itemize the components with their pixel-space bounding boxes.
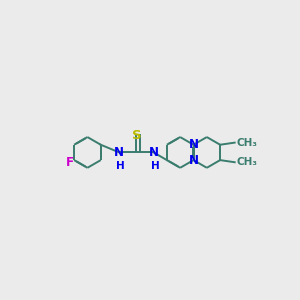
- Text: N: N: [149, 146, 159, 159]
- Text: H: H: [116, 161, 125, 171]
- Text: N: N: [188, 138, 199, 151]
- Text: H: H: [151, 161, 160, 171]
- Text: N: N: [188, 154, 199, 166]
- Text: S: S: [132, 129, 141, 142]
- Text: CH₃: CH₃: [236, 157, 257, 167]
- Text: F: F: [66, 156, 74, 169]
- Text: N: N: [114, 146, 124, 159]
- Text: CH₃: CH₃: [236, 138, 257, 148]
